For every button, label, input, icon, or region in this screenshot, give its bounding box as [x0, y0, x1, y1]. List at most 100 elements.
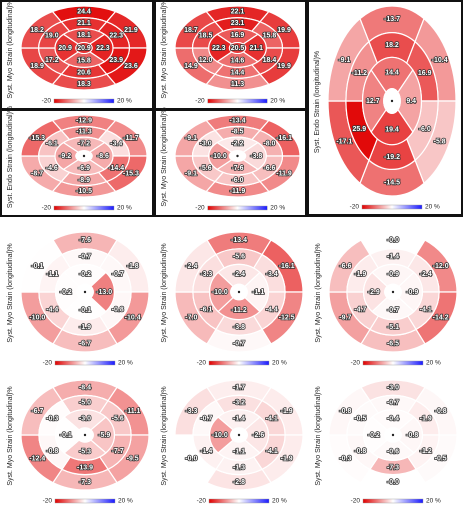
- segment-value: 23.9: [109, 57, 123, 64]
- segment-value: 19.9: [277, 63, 291, 70]
- segment-value: -13.4: [230, 118, 246, 125]
- apex-dot: [236, 154, 239, 158]
- segment-value: 18.2: [30, 27, 44, 34]
- segment-value: -11.2: [352, 70, 368, 77]
- color-scale: [207, 98, 268, 104]
- scale-max-label: 20 %: [118, 360, 133, 367]
- segment-value: -4.4: [46, 307, 58, 314]
- segment-value: -7.0: [185, 315, 197, 322]
- segment-value: -6.0: [231, 177, 243, 184]
- segment-value: 21.1: [77, 20, 91, 27]
- segment-value: -9.1: [185, 135, 197, 142]
- segment-value: 19.4: [385, 126, 399, 133]
- segment-value: -6.1: [46, 141, 58, 148]
- segment-value: 22.3: [96, 45, 110, 52]
- segment-value: -9.1: [338, 57, 350, 64]
- segment-value: -0.7: [387, 307, 399, 314]
- scale-max-label: 20 %: [425, 204, 440, 211]
- polar-map-panel: Syst. Myo Strain (longitudinal)% -13.4 -16…: [156, 228, 308, 370]
- segment-value: -1.1: [233, 448, 245, 455]
- color-scale: [53, 98, 115, 104]
- segment-value: -2.2: [231, 141, 243, 148]
- scale-min-label: -20: [195, 98, 205, 105]
- segment-value: -11.3: [76, 129, 92, 136]
- scale-min-label: -20: [350, 204, 360, 211]
- scale-min-label: -20: [197, 498, 207, 505]
- segment-value: -11.2: [231, 307, 247, 314]
- segment-value: -9.5: [127, 455, 139, 462]
- segment-value: 22.3: [212, 45, 226, 52]
- segment-value: 24.4: [77, 9, 91, 16]
- segment-value: -13.9: [77, 464, 93, 471]
- segment-value: 21.9: [124, 27, 138, 34]
- segment-value: -0.9: [387, 271, 399, 278]
- segment-value: -3.0: [387, 385, 399, 392]
- color-scale: [208, 498, 270, 504]
- segment-value: -14.2: [433, 315, 449, 322]
- segment-value: -17.1: [336, 139, 352, 146]
- segment-value: -0.7: [79, 253, 91, 260]
- segment-value: -0.2: [79, 271, 91, 278]
- axis-label: Syst. Myo Strain (longitudinal)%: [7, 0, 14, 99]
- scale-max-label: 20 %: [272, 498, 287, 505]
- axis-label: Syst. Endo Strain (longitudinal)%: [7, 106, 14, 208]
- segment-value: -2.4: [185, 263, 197, 270]
- segment-value: 18.5: [199, 32, 213, 39]
- segment-value: -9.2: [59, 153, 71, 160]
- segment-value: -0.1: [79, 307, 91, 314]
- scale-min-label: -20: [351, 360, 361, 367]
- segment-value: -14.4: [108, 165, 124, 172]
- segment-value: -5.1: [387, 324, 399, 331]
- segment-value: -1.9: [354, 271, 366, 278]
- apex-dot: [237, 290, 241, 294]
- segment-value: -6.9: [78, 165, 90, 172]
- segment-value: -0.0: [387, 237, 399, 244]
- polar-map-panel: Syst. Myo Strain (longitudinal)% -13.4 -16…: [156, 107, 305, 215]
- axis-label: Syst. Myo Strain (longitudinal)%: [161, 386, 168, 485]
- segment-value: -1.9: [281, 455, 293, 462]
- segment-value: -0.2: [368, 432, 380, 439]
- polar-map-panel: Syst. Endo Strain (longitudinal)% -12.9 -1…: [2, 106, 152, 215]
- segment-value: -1.4: [200, 448, 212, 455]
- segment-value: -0.6: [387, 448, 399, 455]
- color-scale: [361, 204, 423, 210]
- scale-max-label: 20 %: [426, 360, 441, 367]
- segment-value: -10.0: [29, 315, 45, 322]
- segment-value: -11.9: [276, 170, 292, 177]
- scale-min-label: -20: [43, 498, 53, 505]
- segment-value: -10.5: [76, 188, 92, 195]
- segment-value: 18.9: [30, 63, 44, 70]
- segment-value: -5.6: [112, 416, 124, 423]
- segment-value: -5.3: [79, 448, 91, 455]
- segment-value: -3.8: [233, 324, 245, 331]
- segment-value: 18.7: [184, 27, 198, 34]
- color-scale: [53, 205, 115, 211]
- segment-value: -2.8: [233, 479, 245, 486]
- segment-value: -1.9: [420, 416, 432, 423]
- segment-value: -8.7: [31, 170, 43, 177]
- segment-value: 18.4: [263, 57, 277, 64]
- segment-value: -9.7: [339, 315, 351, 322]
- segment-value: 25.9: [352, 126, 366, 133]
- segment-value: -3.8: [250, 153, 262, 160]
- segment-value: -1.4: [233, 415, 245, 422]
- segment-value: 18.2: [385, 42, 399, 49]
- segment-value: -2.4: [233, 271, 245, 278]
- segment-value: 12.7: [366, 98, 380, 105]
- segment-value: -1.9: [79, 324, 91, 331]
- segment-value: -0.8: [339, 408, 351, 415]
- segment-value: 15.8: [77, 57, 91, 64]
- scale-min-label: -20: [42, 98, 52, 105]
- segment-value: -7.7: [112, 448, 124, 455]
- segment-value: 23.6: [124, 63, 138, 70]
- scale-max-label: 20 %: [117, 98, 132, 105]
- axis-label: Syst. Myo Strain (longitudinal)%: [7, 243, 14, 342]
- apex-dot: [82, 154, 86, 158]
- segment-value: 16.9: [231, 32, 245, 39]
- segment-value: 11.3: [231, 81, 244, 88]
- axis-label: Syst. Myo Strain (longitudinal)%: [315, 243, 322, 342]
- segment-value: -5.8: [434, 139, 446, 146]
- segment-value: -15.3: [123, 170, 139, 177]
- segment-value: -7.6: [231, 165, 243, 172]
- segment-value: -0.2: [60, 289, 72, 296]
